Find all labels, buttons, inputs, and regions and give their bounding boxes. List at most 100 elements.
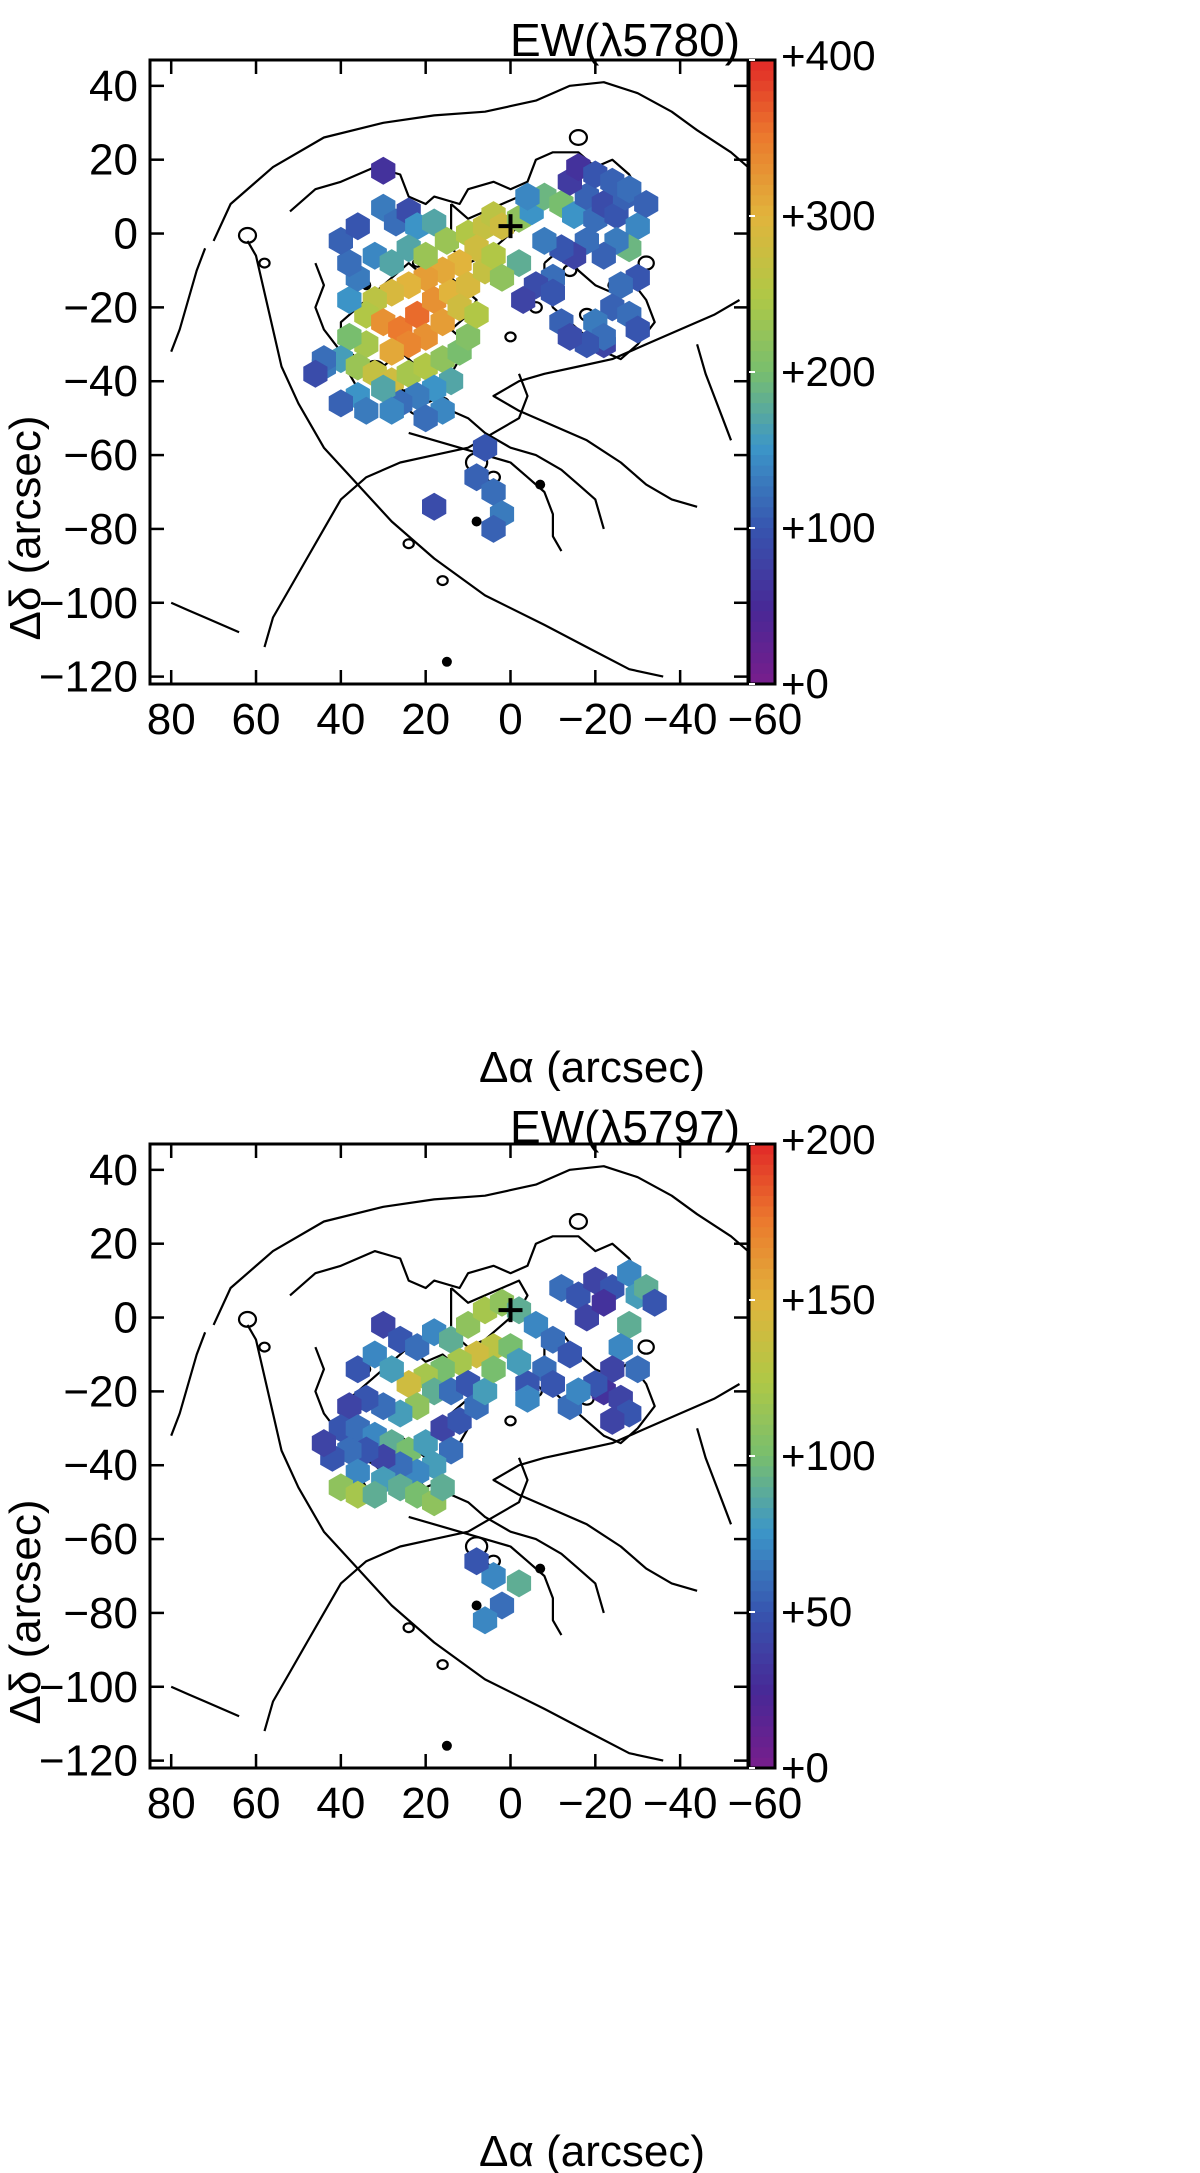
x-tick-label: 20 <box>401 695 450 744</box>
colorbar-segment <box>749 1612 775 1623</box>
ew-bin <box>617 175 642 204</box>
contour-loop <box>436 1659 449 1671</box>
contour-line <box>170 1331 207 1437</box>
colorbar-segment <box>749 1518 775 1530</box>
contour-line <box>212 81 749 242</box>
ew-map-pixels <box>303 153 659 543</box>
colorbar-segment <box>749 382 775 394</box>
ew-bin <box>472 1606 498 1635</box>
colorbar-segment <box>749 424 775 435</box>
ew-bin <box>600 1355 625 1384</box>
colorbar-segment <box>749 1144 775 1155</box>
ew-bin <box>540 278 565 307</box>
colorbar-tick-label: +150 <box>781 1276 876 1323</box>
colorbar-segment <box>749 559 775 571</box>
ew-bin <box>337 286 362 314</box>
ew-bin <box>337 249 362 278</box>
colorbar-segment <box>749 455 775 467</box>
ew-bin <box>562 201 587 230</box>
contour-line <box>263 373 529 648</box>
colorbar-segment <box>749 330 775 342</box>
colorbar-segment <box>749 1383 775 1395</box>
colorbar-segment <box>749 1601 775 1613</box>
panel-ew5797: EW(λ5797) 80 60 40 20 0 −20 −40 −60 40200−20−40… <box>1 1101 876 2173</box>
contour-lines <box>170 1165 749 1762</box>
colorbar-segment <box>749 372 775 383</box>
colorbar-segment <box>749 351 775 363</box>
colorbar-segment <box>749 1196 775 1207</box>
colorbar: +0 +50 +100 +150 +200 <box>747 1116 876 1791</box>
colorbar-segment <box>749 1393 775 1405</box>
colorbar-segment <box>749 60 775 71</box>
ew-bin <box>506 249 532 278</box>
colorbar-segment <box>749 91 775 103</box>
y-tick-label: 0 <box>114 210 138 259</box>
x-tick-label: −60 <box>728 695 803 744</box>
contour-dot <box>471 1600 482 1611</box>
y-tick-label: −120 <box>39 1737 138 1786</box>
ew-bin <box>511 286 536 314</box>
ew-bin <box>489 263 515 292</box>
y-tick-label: −40 <box>63 1441 138 1490</box>
colorbar-segment <box>749 600 775 612</box>
contour-loop <box>258 1341 271 1353</box>
contour-lines <box>170 81 749 678</box>
contour-line <box>212 1165 749 1326</box>
ew-bin <box>481 1355 506 1384</box>
x-tick-label: 60 <box>232 1779 281 1828</box>
colorbar-segment <box>749 216 775 227</box>
colorbar-segment <box>749 1372 775 1384</box>
colorbar-segment <box>749 1716 775 1727</box>
contour-line <box>696 1427 733 1525</box>
colorbar-segment <box>749 663 775 675</box>
ew-bin <box>379 249 404 278</box>
colorbar-segment <box>749 1341 775 1353</box>
colorbar-segment <box>749 507 775 519</box>
colorbar-segment <box>749 1684 775 1696</box>
colorbar-segment <box>749 1560 775 1571</box>
colorbar-segment <box>749 257 775 269</box>
colorbar-segment <box>749 132 775 144</box>
x-tick-label: 20 <box>401 1779 450 1828</box>
contour-dot <box>441 1740 452 1751</box>
colorbar-segment <box>749 101 775 113</box>
colorbar-segment <box>749 1289 775 1301</box>
ew-bin <box>439 1325 464 1354</box>
colorbar-tick-label: +200 <box>781 1116 876 1163</box>
colorbar-tick-label: +100 <box>781 1432 876 1479</box>
x-axis-label: Δα (arcsec) <box>479 2127 705 2173</box>
colorbar-segment <box>749 1497 775 1509</box>
ew-bin <box>617 1259 642 1288</box>
contour-loop <box>504 1415 517 1427</box>
x-tick-label: −40 <box>643 695 718 744</box>
colorbar-segment <box>749 1175 775 1187</box>
contour-line <box>696 343 733 441</box>
ew-bin <box>625 212 650 241</box>
colorbar-segment <box>749 413 775 425</box>
ew-bin <box>625 1355 650 1384</box>
ew-bin <box>557 322 582 351</box>
colorbar-segment <box>749 476 775 487</box>
colorbar-segment <box>749 1664 775 1675</box>
ew-bin <box>642 1288 667 1317</box>
colorbar-segment <box>749 392 775 404</box>
colorbar-segment <box>749 1310 775 1322</box>
ew-bin <box>328 389 353 418</box>
ew-bin <box>566 1377 591 1406</box>
colorbar-segment <box>749 112 775 123</box>
colorbar-tick-label: +100 <box>781 504 876 551</box>
colorbar-segment <box>749 590 775 602</box>
ew-bin <box>481 241 506 270</box>
ew-bin <box>481 478 506 506</box>
colorbar-segment <box>749 1736 775 1748</box>
ew-bin <box>523 1310 549 1339</box>
colorbar-segment <box>749 1466 775 1478</box>
colorbar-segment <box>749 1414 775 1426</box>
y-axis-ticks: 40 20 0 −20 −40 −60 −80 −100 −120 <box>39 62 748 702</box>
y-tick-label: 0 <box>114 1294 138 1343</box>
y-tick-label: 40 <box>89 62 138 111</box>
colorbar-segment <box>749 1424 775 1436</box>
colorbar-segment <box>749 174 775 186</box>
x-axis-ticks: 80 60 40 20 0 −20 −40 −60 <box>147 60 803 744</box>
